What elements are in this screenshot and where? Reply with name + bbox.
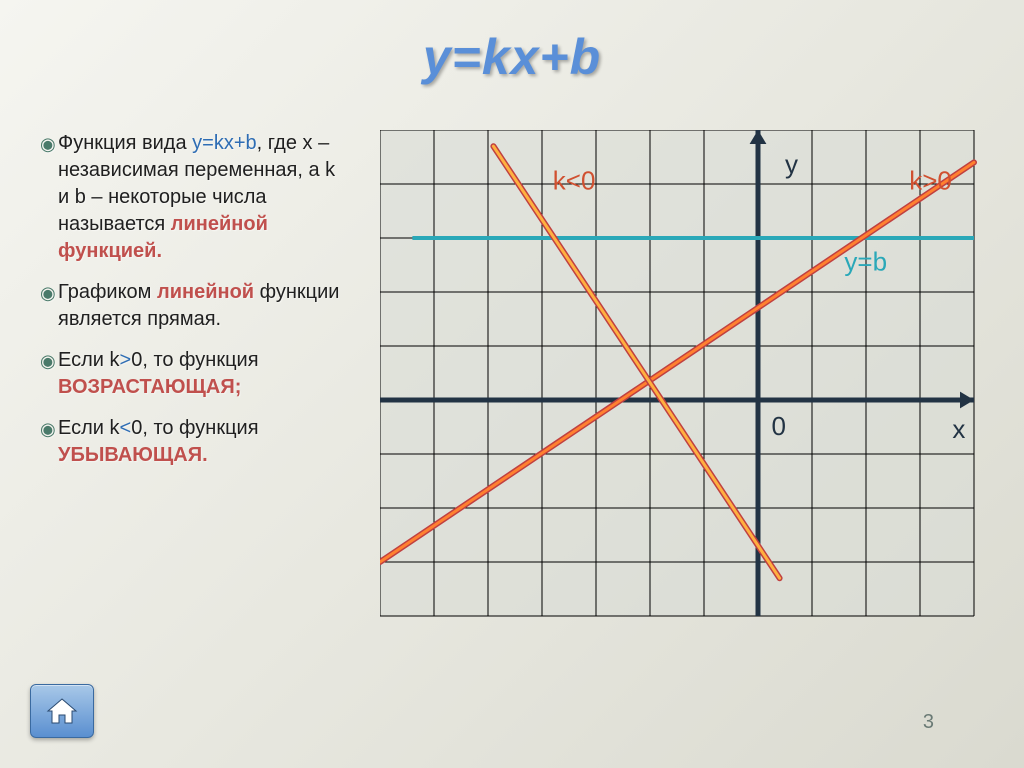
chart-svg: y х 0 y=b k>0 k<0 bbox=[380, 130, 980, 620]
chart-column: y х 0 y=b k>0 k<0 bbox=[380, 130, 994, 610]
svg-text:х: х bbox=[952, 414, 965, 444]
svg-text:y=b: y=b bbox=[844, 246, 887, 276]
bullet-icon: ◉ bbox=[40, 130, 58, 265]
bullet-body: Если k<0, то функция убывающая. bbox=[58, 415, 350, 469]
bullet-item: ◉ Графиком линейной функции является пря… bbox=[40, 279, 350, 333]
bullet-icon: ◉ bbox=[40, 415, 58, 469]
bullet-body: Если k>0, то функция возрастающая; bbox=[58, 347, 350, 401]
bullet-item: ◉ Функция вида y=kx+b, где х – независим… bbox=[40, 130, 350, 265]
home-icon bbox=[45, 696, 79, 726]
content-row: ◉ Функция вида y=kx+b, где х – независим… bbox=[40, 130, 994, 610]
bullet-body: Графиком линейной функции является пряма… bbox=[58, 279, 350, 333]
bullet-icon: ◉ bbox=[40, 279, 58, 333]
svg-text:k>0: k>0 bbox=[909, 165, 952, 195]
page-title: y=kx+b bbox=[423, 28, 601, 86]
text-column: ◉ Функция вида y=kx+b, где х – независим… bbox=[40, 130, 350, 610]
svg-text:0: 0 bbox=[772, 411, 786, 441]
bullet-body: Функция вида y=kx+b, где х – независимая… bbox=[58, 130, 350, 265]
linear-function-chart: y х 0 y=b k>0 k<0 bbox=[380, 130, 980, 610]
home-button[interactable] bbox=[30, 684, 94, 738]
bullet-icon: ◉ bbox=[40, 347, 58, 401]
svg-text:y: y bbox=[785, 149, 798, 179]
bullet-item: ◉ Если k>0, то функция возрастающая; bbox=[40, 347, 350, 401]
bullet-item: ◉ Если k<0, то функция убывающая. bbox=[40, 415, 350, 469]
page-number: 3 bbox=[923, 711, 934, 734]
svg-text:k<0: k<0 bbox=[553, 165, 596, 195]
